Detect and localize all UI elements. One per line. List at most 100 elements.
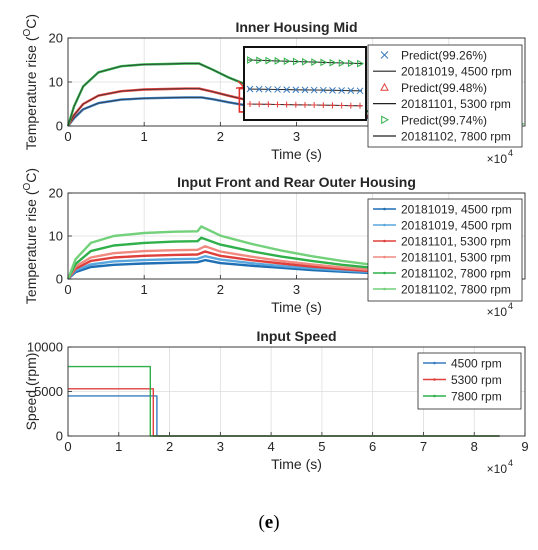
chart-title: Input Speed [256, 328, 336, 344]
x-exponent: ×10 [487, 152, 508, 166]
inset-marker [274, 86, 281, 93]
x-tick-label: 0 [64, 439, 71, 454]
y-tick-label: 20 [49, 186, 63, 201]
x-exponent: ×10 [487, 462, 508, 476]
legend: Predict(99.26%) 20181019, 4500 rpm Predict… [367, 44, 523, 148]
inset-marker [292, 101, 299, 108]
inset-marker [347, 102, 354, 109]
zoom-inset [235, 46, 367, 121]
legend-marker [381, 115, 390, 125]
legend-marker [433, 394, 436, 398]
legend-marker [383, 255, 386, 259]
x-tick-label: 8 [471, 439, 478, 454]
y-tick-label: 20 [49, 31, 63, 46]
inset-marker [329, 58, 337, 67]
y-axis-label: Temperature rise (OC) [22, 168, 39, 304]
inset-marker [283, 101, 290, 108]
legend-label: 20181019, 4500 rpm [401, 65, 512, 79]
inset-marker [292, 57, 300, 66]
x-tick-label: 1 [141, 129, 148, 144]
inset-marker [247, 56, 255, 64]
inset-marker [320, 102, 327, 109]
inset-marker [311, 102, 318, 109]
inset-marker [274, 57, 282, 65]
x-tick-label: 7 [420, 439, 427, 454]
legend-label: Predict(99.74%) [401, 113, 487, 127]
inset-marker [302, 57, 310, 66]
legend-label: 20181019, 4500 rpm [401, 203, 512, 217]
inset-marker [264, 85, 272, 93]
legend-label: 20181019, 4500 rpm [401, 219, 512, 233]
x-tick-label: 2 [217, 282, 224, 297]
legend: 4500 rpm 5300 rpm 7800 rpm [417, 352, 522, 410]
x-axis-label: Time (s) [271, 146, 322, 162]
legend-label: 20181102, 7800 rpm [401, 283, 511, 297]
axes-box [67, 192, 526, 280]
legend-marker [433, 378, 436, 381]
x-exponent-power: 4 [508, 458, 513, 468]
axes-box [67, 346, 526, 437]
inset-marker [347, 87, 355, 95]
inset-marker [302, 101, 308, 108]
inset-marker [319, 86, 327, 94]
y-tick-label: 0 [56, 272, 63, 287]
x-tick-label: 0 [64, 129, 71, 144]
inset-marker [320, 58, 328, 67]
y-tick-label: 10 [49, 229, 63, 244]
legend-box [367, 198, 523, 302]
x-tick-label: 2 [166, 439, 173, 454]
inset-marker [338, 87, 346, 94]
inset-marker [246, 85, 254, 93]
inset-marker [265, 56, 273, 65]
x-tick-label: 9 [521, 439, 528, 454]
inset-marker [357, 102, 363, 109]
x-tick-label: 5 [318, 439, 325, 454]
legend-label: 20181101, 5300 rpm [401, 235, 511, 249]
inset-marker [292, 86, 300, 94]
x-tick-label: 1 [115, 439, 122, 454]
legend: 20181019, 4500 rpm 20181019, 4500 rpm 2018… [367, 198, 523, 302]
y-tick-label: 0 [56, 429, 63, 444]
x-exponent-power: 4 [508, 301, 513, 311]
legend-label: 20181101, 5300 rpm [401, 251, 511, 265]
legend-marker [380, 51, 389, 59]
inset-marker [338, 59, 346, 67]
y-tick-label: 10000 [27, 340, 63, 355]
inset-marker [256, 101, 263, 108]
inset-box [243, 46, 367, 121]
chart-panel-2: 01234501020Input Front and Rear Outer Ho… [22, 168, 526, 319]
axes-box [67, 37, 526, 127]
caption-letter: e [264, 512, 274, 533]
inset-marker [301, 86, 309, 94]
inset-marker [310, 86, 318, 94]
inset-marker [283, 86, 291, 93]
y-axis-label: Temperature rise (OC) [22, 14, 39, 150]
x-tick-label: 1 [141, 282, 148, 297]
y-tick-label: 10 [49, 75, 63, 90]
x-tick-label: 3 [217, 439, 224, 454]
legend-label: Predict(99.26%) [401, 49, 487, 63]
figure-caption: (e) [258, 512, 280, 533]
x-tick-label: 6 [369, 439, 376, 454]
inset-marker [338, 102, 345, 109]
inset-marker [347, 59, 355, 68]
x-axis-label: Time (s) [271, 299, 322, 315]
legend-marker [383, 207, 386, 211]
inset-marker [329, 102, 336, 109]
legend-label: 20181102, 7800 rpm [401, 130, 511, 144]
inset-marker [329, 86, 336, 94]
inset-marker [357, 59, 365, 68]
inset-marker [256, 56, 264, 65]
legend-label: 7800 rpm [451, 390, 502, 404]
chart-title: Inner Housing Mid [235, 19, 357, 35]
inset-marker [247, 101, 253, 107]
chart-panel-3: 0 1 2 3 4 5 6 7 8 9 0 5000 10000 Input Speed Time (s) ×… [23, 328, 529, 476]
legend-marker [380, 82, 389, 91]
legend-label: 20181101, 5300 rpm [401, 97, 511, 111]
legend-label: 4500 rpm [451, 357, 502, 371]
legend-marker [383, 287, 386, 291]
inset-measured-line [247, 59, 363, 65]
x-tick-label: 0 [64, 282, 71, 297]
legend-label: Predict(99.48%) [401, 81, 487, 95]
